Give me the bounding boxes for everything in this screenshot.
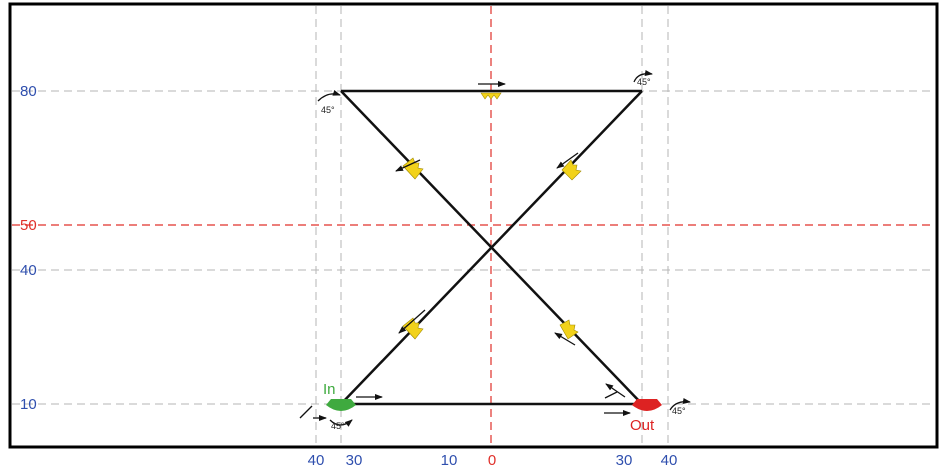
y-label: 50 (20, 217, 37, 234)
start-label: In (323, 381, 336, 398)
angle-label: 45° (321, 105, 335, 115)
y-label: 10 (20, 396, 37, 413)
angle-label: 45° (672, 406, 686, 416)
angle-label: 45° (331, 421, 345, 431)
x-label: 0 (488, 452, 496, 469)
y-label: 40 (20, 262, 37, 279)
y-label: 80 (20, 83, 37, 100)
toolpath (340, 89, 643, 406)
x-label: 40 (308, 452, 325, 469)
angle-label: 45° (637, 77, 651, 87)
start-marker (326, 399, 356, 411)
x-label: 30 (346, 452, 363, 469)
x-label: 40 (661, 452, 678, 469)
sensors (326, 92, 662, 411)
end-marker (632, 399, 662, 411)
x-label: 30 (616, 452, 633, 469)
x-label: 10 (441, 452, 458, 469)
end-label: Out (630, 417, 655, 434)
arrows (299, 70, 691, 427)
